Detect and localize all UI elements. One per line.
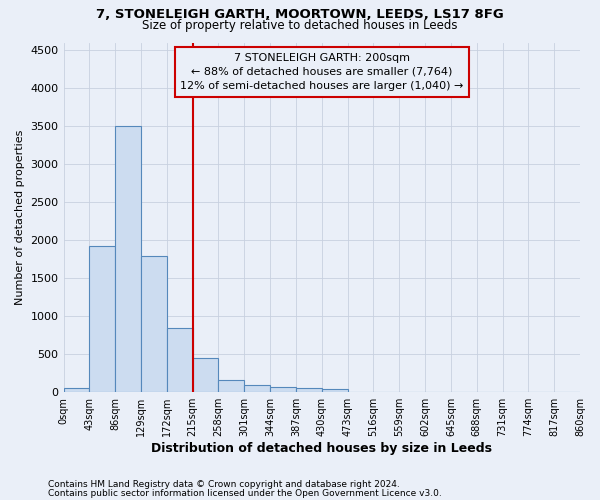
Bar [193, 358, 218, 392]
Bar [296, 388, 322, 392]
Bar [218, 380, 244, 392]
X-axis label: Distribution of detached houses by size in Leeds: Distribution of detached houses by size … [151, 442, 492, 455]
Bar [115, 126, 141, 392]
Bar [322, 389, 347, 392]
Bar [141, 256, 167, 392]
Bar [89, 246, 115, 392]
Bar [167, 328, 193, 392]
Text: Size of property relative to detached houses in Leeds: Size of property relative to detached ho… [142, 18, 458, 32]
Y-axis label: Number of detached properties: Number of detached properties [15, 130, 25, 305]
Bar [270, 388, 296, 392]
Text: 7 STONELEIGH GARTH: 200sqm
← 88% of detached houses are smaller (7,764)
12% of s: 7 STONELEIGH GARTH: 200sqm ← 88% of deta… [180, 53, 463, 91]
Bar [64, 388, 89, 392]
Text: 7, STONELEIGH GARTH, MOORTOWN, LEEDS, LS17 8FG: 7, STONELEIGH GARTH, MOORTOWN, LEEDS, LS… [96, 8, 504, 20]
Bar [244, 384, 270, 392]
Text: Contains public sector information licensed under the Open Government Licence v3: Contains public sector information licen… [48, 488, 442, 498]
Text: Contains HM Land Registry data © Crown copyright and database right 2024.: Contains HM Land Registry data © Crown c… [48, 480, 400, 489]
